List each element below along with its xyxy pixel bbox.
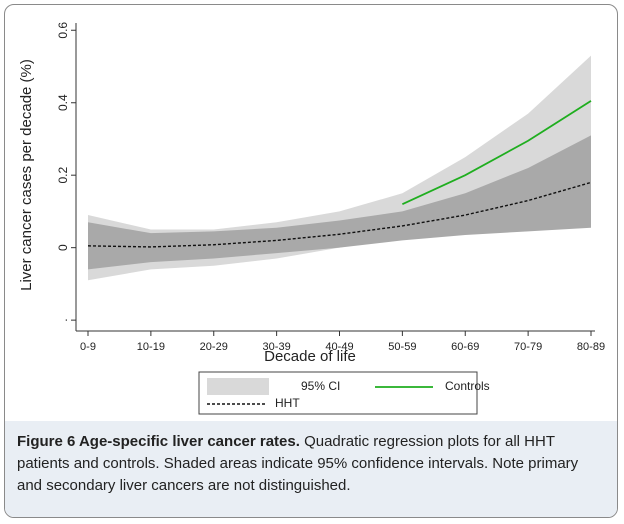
legend-label: Controls <box>445 379 490 393</box>
ci-band <box>88 135 591 270</box>
series-line <box>87 181 592 248</box>
y-tick-label: 0.4 <box>56 94 70 111</box>
x-tick-label: 60-69 <box>451 341 479 353</box>
x-tick-label: 20-29 <box>200 341 228 353</box>
y-tick-label: 0 <box>56 244 70 251</box>
y-tick-label: . <box>56 318 70 321</box>
x-tick-label: 30-39 <box>263 341 291 353</box>
caption: Figure 6 Age-specific liver cancer rates… <box>5 421 617 517</box>
x-axis-label: Decade of life <box>264 348 356 365</box>
legend-label: HHT <box>275 396 300 410</box>
series-line <box>401 100 592 205</box>
legend-swatch <box>207 378 269 395</box>
x-tick-label: 10-19 <box>137 341 165 353</box>
legend-label: 95% CI <box>301 379 340 393</box>
x-tick-label: 70-79 <box>514 341 542 353</box>
figure: Liver cancer cases per decade (%) Decade… <box>4 4 618 518</box>
x-tick-label: 80-89 <box>577 341 605 353</box>
x-tick-label: 40-49 <box>325 341 353 353</box>
y-axis-label: Liver cancer cases per decade (%) <box>18 59 35 291</box>
x-tick-label: 50-59 <box>388 341 416 353</box>
caption-text: Quadratic regression plots for all HHT p… <box>17 433 579 494</box>
y-tick-label: 0.6 <box>56 22 70 39</box>
chart: Liver cancer cases per decade (%) Decade… <box>18 22 605 415</box>
y-tick-label: 0.2 <box>56 167 70 184</box>
caption-title: Figure 6 Age-specific liver cancer rates… <box>17 433 300 450</box>
x-tick-label: 0-9 <box>80 341 96 353</box>
